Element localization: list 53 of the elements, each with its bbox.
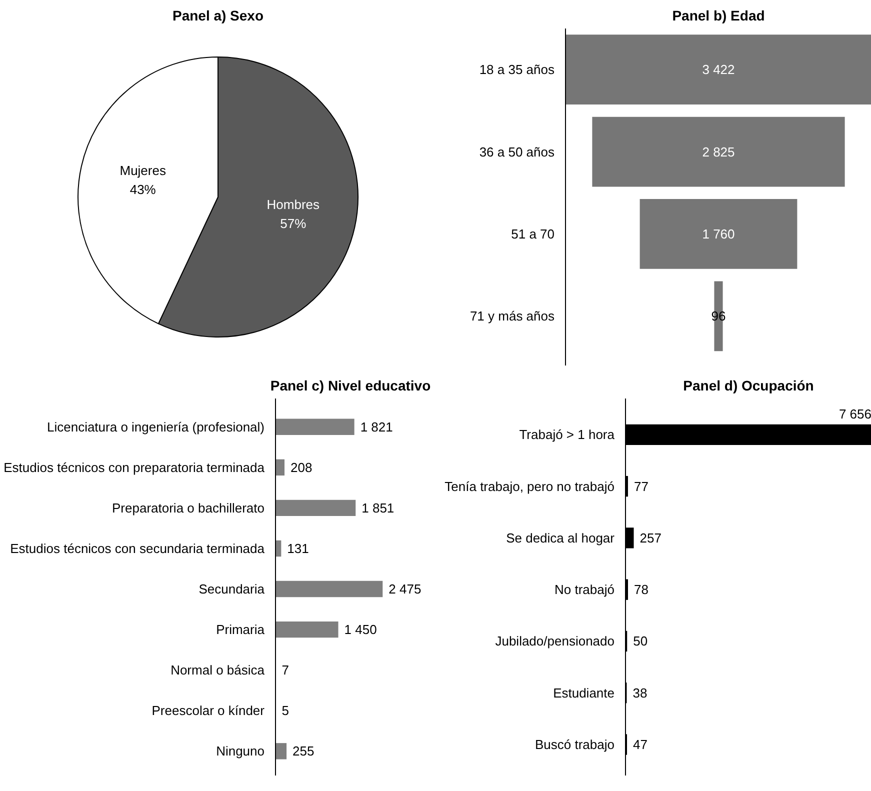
data-label: 1 851	[362, 500, 394, 516]
data-label: 50	[633, 634, 648, 649]
y-tick-label: Licenciatura o ingeniería (profesional)	[46, 419, 264, 434]
y-tick-label: Preparatoria o bachillerato	[112, 500, 265, 516]
data-label: 78	[634, 582, 648, 598]
y-tick-label: Se dedica al hogar	[506, 530, 616, 546]
y-tick-label: Estudiante	[553, 685, 615, 700]
data-label: 7	[282, 662, 290, 678]
data-label: 1 760	[702, 226, 735, 242]
chart-title: Panel d) Ocupación	[683, 378, 814, 394]
y-tick-label: Estudios técnicos con secundaria terminada	[10, 540, 266, 556]
y-tick-label: Ninguno	[216, 744, 265, 759]
category-label: 18 a 35 años	[479, 62, 555, 78]
bar	[276, 743, 287, 760]
data-label: 43%	[130, 182, 156, 198]
y-tick-label: Buscó trabajo	[535, 737, 615, 752]
data-label: 255	[292, 744, 314, 759]
y-tick-label: Tenía trabajo, pero no trabajó	[444, 478, 615, 494]
y-tick-label: No trabajó	[554, 582, 615, 598]
data-label: 131	[287, 540, 309, 556]
bar	[276, 621, 338, 638]
bar	[276, 580, 383, 598]
data-label: 77	[634, 478, 648, 494]
y-tick-label: Jubilado/pensionado	[495, 634, 615, 649]
y-tick-label: Secundaria	[198, 582, 266, 597]
data-label: 5	[282, 703, 289, 718]
bar	[276, 459, 285, 476]
y-tick-label: Normal o básica	[170, 662, 266, 678]
slice-label: Hombres	[266, 196, 320, 212]
chart-title: Panel a) Sexo	[172, 8, 264, 24]
text: Panel b) Edad	[672, 8, 765, 24]
y-tick-label: Preescolar o kínder	[152, 703, 266, 718]
y-tick-label: Trabajó > 1 hora	[519, 427, 616, 442]
category-label: 71 y más años	[470, 308, 555, 324]
data-label: 1 821	[360, 419, 393, 434]
category-label: 36 a 50 años	[479, 144, 555, 160]
y-tick-label: Estudios técnicos con preparatoria terminada	[4, 460, 266, 475]
data-label: 57%	[280, 216, 307, 231]
category-label: 51 a 70	[511, 226, 554, 242]
data-label: 2 825	[702, 144, 735, 160]
data-label: 38	[632, 685, 648, 700]
data-label: 7 656	[838, 406, 871, 422]
data-label: 1 450	[344, 622, 377, 638]
bar	[276, 418, 354, 435]
y-tick-label: Primaria	[216, 622, 266, 638]
chart-title: Panel c) Nivel educativo	[270, 378, 431, 394]
data-label: 47	[633, 737, 648, 752]
data-label: 208	[290, 460, 312, 475]
bar	[276, 500, 356, 516]
data-label: 257	[640, 530, 662, 546]
data-label: 2 475	[388, 582, 422, 597]
slice-label: Mujeres	[120, 163, 166, 178]
data-label: 3 422	[702, 62, 735, 78]
